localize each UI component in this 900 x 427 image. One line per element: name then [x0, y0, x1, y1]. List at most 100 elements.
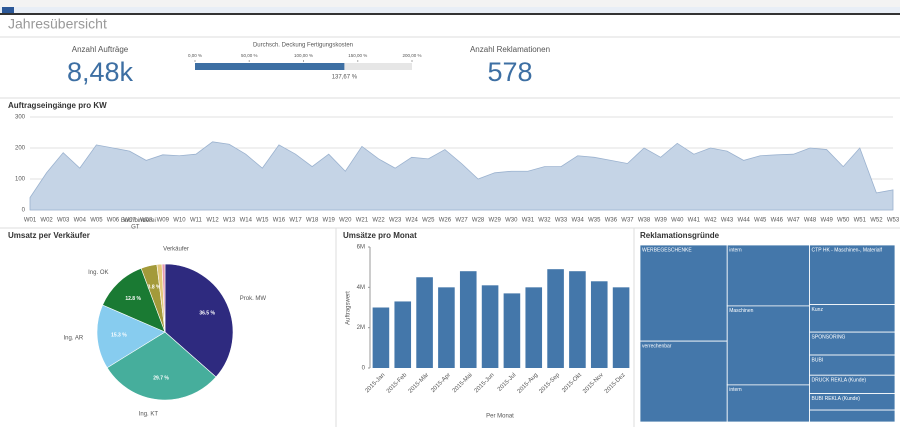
tile-label: intern	[729, 247, 742, 253]
x-tick-label: W14	[240, 218, 253, 224]
treemap-tile	[809, 244, 896, 306]
x-tick-label: 2015-Jul	[497, 372, 518, 393]
bar	[612, 287, 630, 368]
y-tick-label: 100	[15, 177, 26, 183]
x-tick-label: W06	[107, 218, 120, 224]
bar	[503, 293, 521, 368]
x-tick-label: W05	[90, 218, 103, 224]
treemap-tile	[809, 304, 896, 333]
x-tick-label: W21	[356, 218, 369, 224]
section-title: Reklamationsgründe	[640, 231, 720, 240]
gauge-value-label: 137,67 %	[332, 75, 358, 81]
bar	[569, 271, 586, 368]
slice-label: Prok. MW	[240, 296, 267, 302]
x-tick-label: 2015-Aug	[517, 372, 540, 395]
treemap-tile	[726, 384, 810, 423]
x-tick-label: W40	[671, 218, 684, 224]
treemap-tile	[726, 244, 810, 307]
x-tick-label: W46	[771, 218, 784, 224]
section-title: Auftragseingänge pro KW	[8, 101, 107, 110]
y-tick-label: 300	[15, 115, 26, 121]
y-tick-label: 2M	[357, 325, 365, 331]
kpi-value: 8,48k	[67, 57, 134, 87]
x-tick-label: W18	[306, 218, 319, 224]
x-tick-label: 2015-Mai	[452, 372, 474, 394]
x-tick-label: 2015-Okt	[561, 372, 583, 394]
y-tick-label: 6M	[357, 245, 365, 251]
x-tick-label: W45	[754, 218, 767, 224]
x-tick-label: W36	[605, 218, 618, 224]
x-tick-label: W12	[206, 218, 219, 224]
x-tick-label: W13	[223, 218, 236, 224]
x-tick-label: W37	[621, 218, 634, 224]
bar	[590, 281, 608, 368]
bar	[372, 307, 390, 368]
bar	[394, 301, 412, 368]
x-tick-label: W10	[173, 218, 186, 224]
tile-label: verrechenbar	[642, 343, 672, 349]
tile-label: WERBEGESCHENKE	[642, 247, 692, 253]
x-tick-label: W27	[455, 218, 468, 224]
x-tick-label: W25	[422, 218, 435, 224]
slice-value-label: 36.5 %	[199, 310, 215, 316]
slice-label: Ing. AR	[64, 335, 84, 341]
pie-slice	[161, 263, 166, 333]
x-tick-label: 2015-Sep	[538, 372, 561, 395]
x-tick-label: W11	[190, 218, 203, 224]
x-tick-label: W09	[157, 218, 170, 224]
menu-tab[interactable]	[2, 7, 14, 13]
x-tick-label: W26	[439, 218, 452, 224]
x-tick-label: 2015-Mär	[408, 372, 430, 394]
x-tick-label: W02	[40, 218, 53, 224]
treemap-tile	[639, 340, 728, 423]
x-tick-label: W17	[289, 218, 302, 224]
tile-label: BUBI REKLA (Kunde)	[812, 396, 861, 402]
x-tick-label: W52	[870, 218, 883, 224]
pie-slice	[164, 263, 234, 378]
bar	[459, 271, 477, 368]
y-tick-label: 200	[15, 146, 26, 152]
x-tick-label: 2015-Dez	[604, 372, 627, 395]
kpi-label: Anzahl Reklamationen	[470, 45, 550, 54]
tile-label: SPONSORING	[812, 334, 846, 340]
x-tick-label: 2015-Nov	[582, 372, 605, 395]
x-tick-label: W49	[820, 218, 833, 224]
x-tick-label: W42	[704, 218, 717, 224]
x-tick-label: 2015-Apr	[430, 372, 452, 394]
section-title: Umsätze pro Monat	[343, 231, 417, 240]
slice-value-label: 29.7 %	[153, 375, 169, 381]
gauge-title: Durchsch. Deckung Fertigungskosten	[253, 43, 353, 49]
y-tick-label: 0	[22, 208, 26, 214]
treemap-tile	[809, 409, 896, 423]
x-tick-label: W44	[737, 218, 750, 224]
y-tick-label: 0	[362, 366, 366, 372]
legend-title: Verkäufer	[163, 247, 189, 253]
x-tick-label: 2015-Jun	[474, 372, 496, 394]
x-tick-label: W41	[688, 218, 701, 224]
x-tick-label: W15	[256, 218, 269, 224]
x-tick-label: 2015-Jan	[365, 372, 387, 394]
pie-slice	[106, 331, 217, 401]
tile-label: Maschinen	[729, 308, 753, 314]
x-tick-label: W03	[57, 218, 70, 224]
x-tick-label: W04	[74, 218, 87, 224]
x-tick-label: W24	[406, 218, 419, 224]
slice-value-label: 15.3 %	[111, 333, 127, 339]
area	[29, 141, 894, 211]
treemap-tile	[639, 244, 728, 342]
x-tick-label: W19	[323, 218, 336, 224]
x-tick-label: W32	[538, 218, 551, 224]
kpi-value: 578	[487, 57, 532, 87]
y-axis-label: Auftragswert	[346, 291, 352, 325]
pie-slice	[96, 304, 166, 369]
kpi-label: Anzahl Aufträge	[72, 45, 129, 54]
slice-value-label: 3.8 %	[148, 284, 161, 290]
x-tick-label: W43	[721, 218, 734, 224]
gauge-tick-label: 150,00 %	[348, 53, 367, 58]
menu-bar	[0, 7, 900, 13]
bar	[547, 269, 564, 368]
x-tick-label: 2015-Feb	[386, 372, 409, 395]
x-tick-label: W33	[555, 218, 568, 224]
x-tick-label: W51	[854, 218, 867, 224]
